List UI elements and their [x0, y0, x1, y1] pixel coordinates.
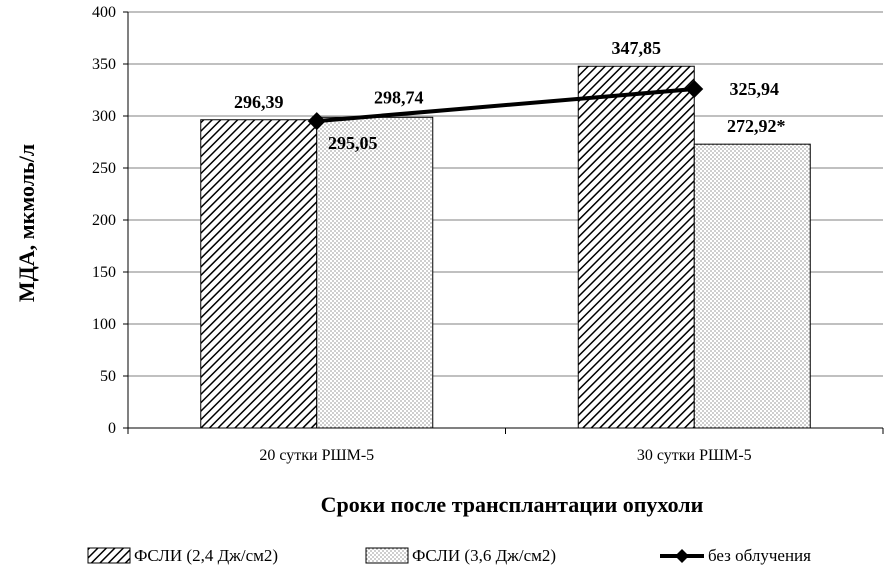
x-category-label: 20 сутки РШМ-5: [259, 447, 374, 464]
bar-fsli-2-4: [200, 119, 318, 429]
data-labels: 296,39 298,74 347,85 272,92* 295,05 325,94: [234, 38, 786, 153]
legend-swatch: [365, 547, 409, 564]
x-axis-title: Сроки после трансплантации опухоли: [321, 492, 704, 517]
bar-fsli-3-6: [693, 143, 811, 429]
bar-fsli-2-4: [577, 65, 695, 429]
y-tick-label: 400: [92, 4, 116, 21]
x-category-label: 30 сутки РШМ-5: [637, 447, 752, 464]
legend-swatch: [87, 547, 131, 564]
data-label-bez-oblucheniya: 295,05: [328, 133, 378, 153]
y-tick-label: 50: [100, 368, 116, 385]
axes: [127, 12, 884, 434]
bars: [200, 65, 811, 429]
bar-fsli-3-6: [316, 116, 434, 429]
y-tick-label: 100: [92, 316, 116, 333]
x-category-labels: 20 сутки РШМ-5 30 сутки РШМ-5: [259, 447, 751, 464]
legend-label: ФСЛИ (3,6 Дж/см2): [412, 546, 556, 565]
line-bez-oblucheniya: [316, 87, 695, 124]
y-tick-label: 300: [92, 108, 116, 125]
data-label-fsli-3-6: 298,74: [374, 87, 424, 107]
data-label-bez-oblucheniya: 325,94: [730, 79, 780, 99]
data-label-fsli-2-4: 347,85: [612, 38, 662, 58]
legend-label: без облучения: [708, 546, 811, 565]
line-series: [307, 80, 704, 131]
line-point-marker: [685, 80, 704, 99]
y-tick-label: 0: [108, 420, 116, 437]
data-label-fsli-3-6: 272,92*: [727, 116, 786, 136]
legend-label: ФСЛИ (2,4 Дж/см2): [134, 546, 278, 565]
y-tick-label: 250: [92, 160, 116, 177]
legend-marker: [675, 549, 689, 563]
y-tick-labels: 0 50 100 150 200 250 300 350 400: [92, 4, 128, 437]
legend: ФСЛИ (2,4 Дж/см2) ФСЛИ (3,6 Дж/см2) без об…: [87, 546, 811, 565]
y-tick-label: 150: [92, 264, 116, 281]
y-tick-label: 200: [92, 212, 116, 229]
y-axis-title: МДА, мкмоль/л: [14, 144, 39, 302]
data-label-fsli-2-4: 296,39: [234, 92, 284, 112]
line-point-marker: [307, 112, 326, 131]
y-tick-label: 350: [92, 56, 116, 73]
